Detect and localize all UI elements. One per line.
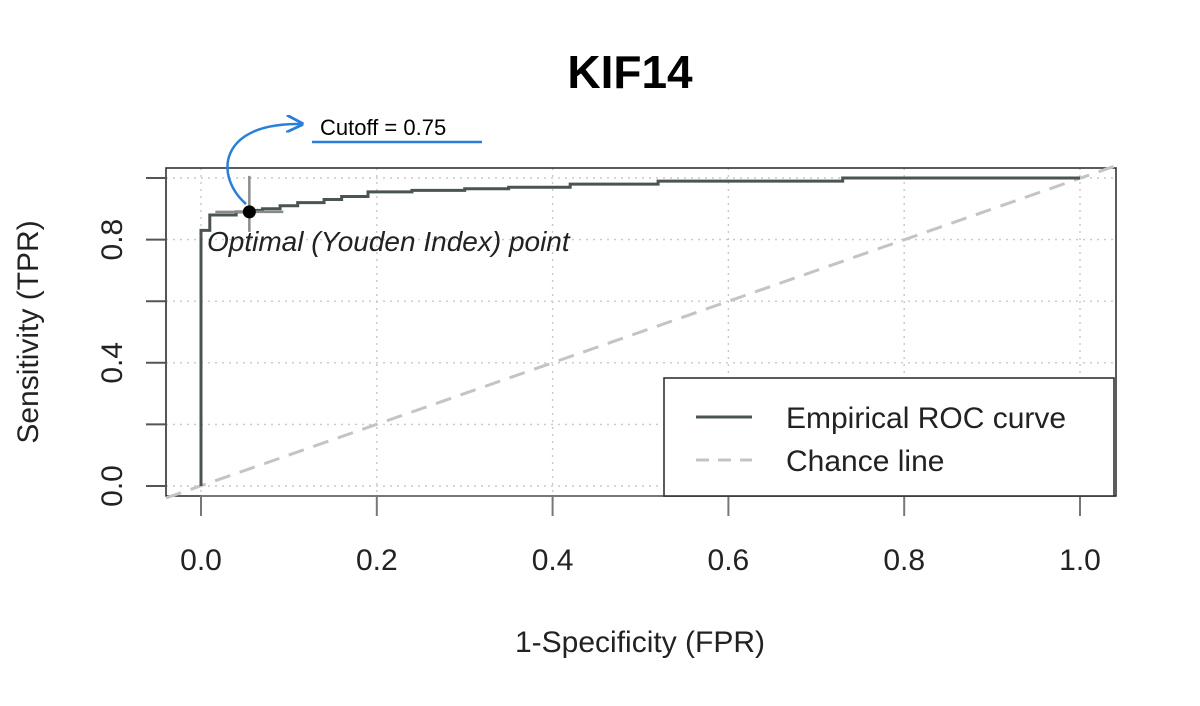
- chart-title: KIF14: [567, 46, 693, 98]
- y-axis: 0.0 0.4 0.8: [96, 177, 167, 507]
- x-tick-label: 0.0: [180, 544, 222, 577]
- optimal-point-group: [215, 175, 284, 232]
- legend-label-roc: Empirical ROC curve: [786, 402, 1066, 435]
- x-tick-label: 1.0: [1059, 544, 1101, 577]
- x-tick-label: 0.4: [532, 544, 574, 577]
- y-tick-label: 0.8: [96, 219, 129, 261]
- chance-line: [165, 164, 1116, 500]
- cutoff-label: Cutoff = 0.75: [320, 115, 446, 140]
- x-tick-label: 0.6: [708, 544, 750, 577]
- y-axis-label: Sensitivity (TPR): [12, 220, 45, 443]
- x-axis-label: 1-Specificity (FPR): [515, 626, 765, 659]
- cutoff-arrow: [226, 124, 302, 205]
- y-tick-label: 0.0: [96, 465, 129, 507]
- roc-curve-line: [199, 176, 1080, 486]
- x-tick-label: 0.8: [883, 544, 925, 577]
- data-series: [165, 164, 1116, 500]
- y-tick-label: 0.4: [96, 342, 129, 384]
- optimal-point: [242, 205, 256, 219]
- legend-box: [663, 377, 1115, 497]
- x-tick-label: 0.2: [356, 544, 398, 577]
- legend-label-chance: Chance line: [786, 445, 944, 478]
- x-axis: 0.0 0.2 0.4 0.6 0.8 1.0: [180, 495, 1101, 577]
- legend: Empirical ROC curve Chance line: [663, 377, 1115, 497]
- optimal-point-label: Optimal (Youden Index) point: [207, 226, 571, 257]
